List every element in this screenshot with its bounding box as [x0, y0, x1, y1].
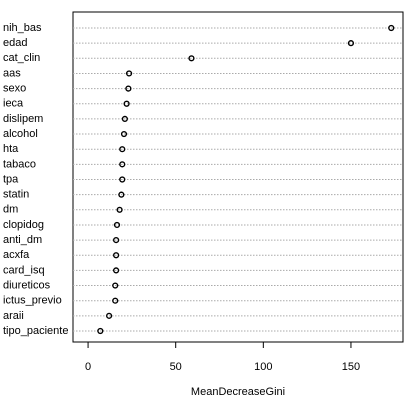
plot-frame — [72, 11, 404, 343]
dot — [113, 221, 121, 229]
dot — [120, 130, 128, 138]
dot — [118, 191, 125, 198]
y-tick-label: araii — [3, 310, 24, 322]
y-tick-label: dislipem — [3, 113, 43, 125]
dot — [121, 115, 128, 123]
dot — [116, 206, 123, 213]
y-tick-label: sexo — [3, 83, 26, 95]
y-tick-label: edad — [3, 37, 27, 49]
dot — [125, 70, 133, 77]
dot — [119, 176, 126, 183]
dot — [112, 297, 119, 304]
y-tick-label: card_isq — [3, 264, 45, 276]
x-tick-label: 150 — [342, 361, 360, 373]
dot — [113, 237, 120, 244]
dot — [119, 146, 126, 153]
y-tick-label: acxfa — [3, 249, 30, 261]
y-tick-label: ieca — [3, 98, 24, 110]
y-tick-label: tpa — [3, 173, 19, 185]
dot — [113, 252, 120, 259]
y-tick-label: alcohol — [3, 128, 38, 140]
dot — [347, 40, 355, 47]
y-tick-label: anti_dm — [3, 234, 42, 246]
y-tick-label: tipo_paciente — [3, 325, 68, 337]
x-tick-label: 0 — [85, 361, 91, 373]
dot — [113, 267, 120, 274]
y-tick-label: statin — [3, 189, 29, 201]
y-tick-label: nih_bas — [3, 22, 42, 34]
dot — [106, 312, 113, 319]
y-tick-label: hta — [3, 143, 19, 155]
dot — [112, 282, 119, 289]
x-tick-label: 100 — [254, 361, 272, 373]
dot — [97, 327, 104, 335]
dot — [188, 55, 195, 62]
y-tick-label: ictus_previo — [3, 295, 62, 307]
y-tick-label: dm — [3, 204, 18, 216]
x-tick-label: 50 — [170, 361, 182, 373]
y-tick-label: aas — [3, 67, 21, 79]
y-tick-label: diureticos — [3, 279, 51, 291]
dot — [125, 85, 132, 92]
x-axis-label: MeanDecreaseGini — [191, 386, 285, 395]
y-tick-label: clopidog — [3, 219, 44, 231]
dot — [388, 24, 395, 32]
dot — [119, 161, 126, 168]
y-tick-label: tabaco — [3, 158, 36, 170]
y-tick-label: cat_clin — [3, 52, 40, 64]
dot — [123, 100, 130, 107]
